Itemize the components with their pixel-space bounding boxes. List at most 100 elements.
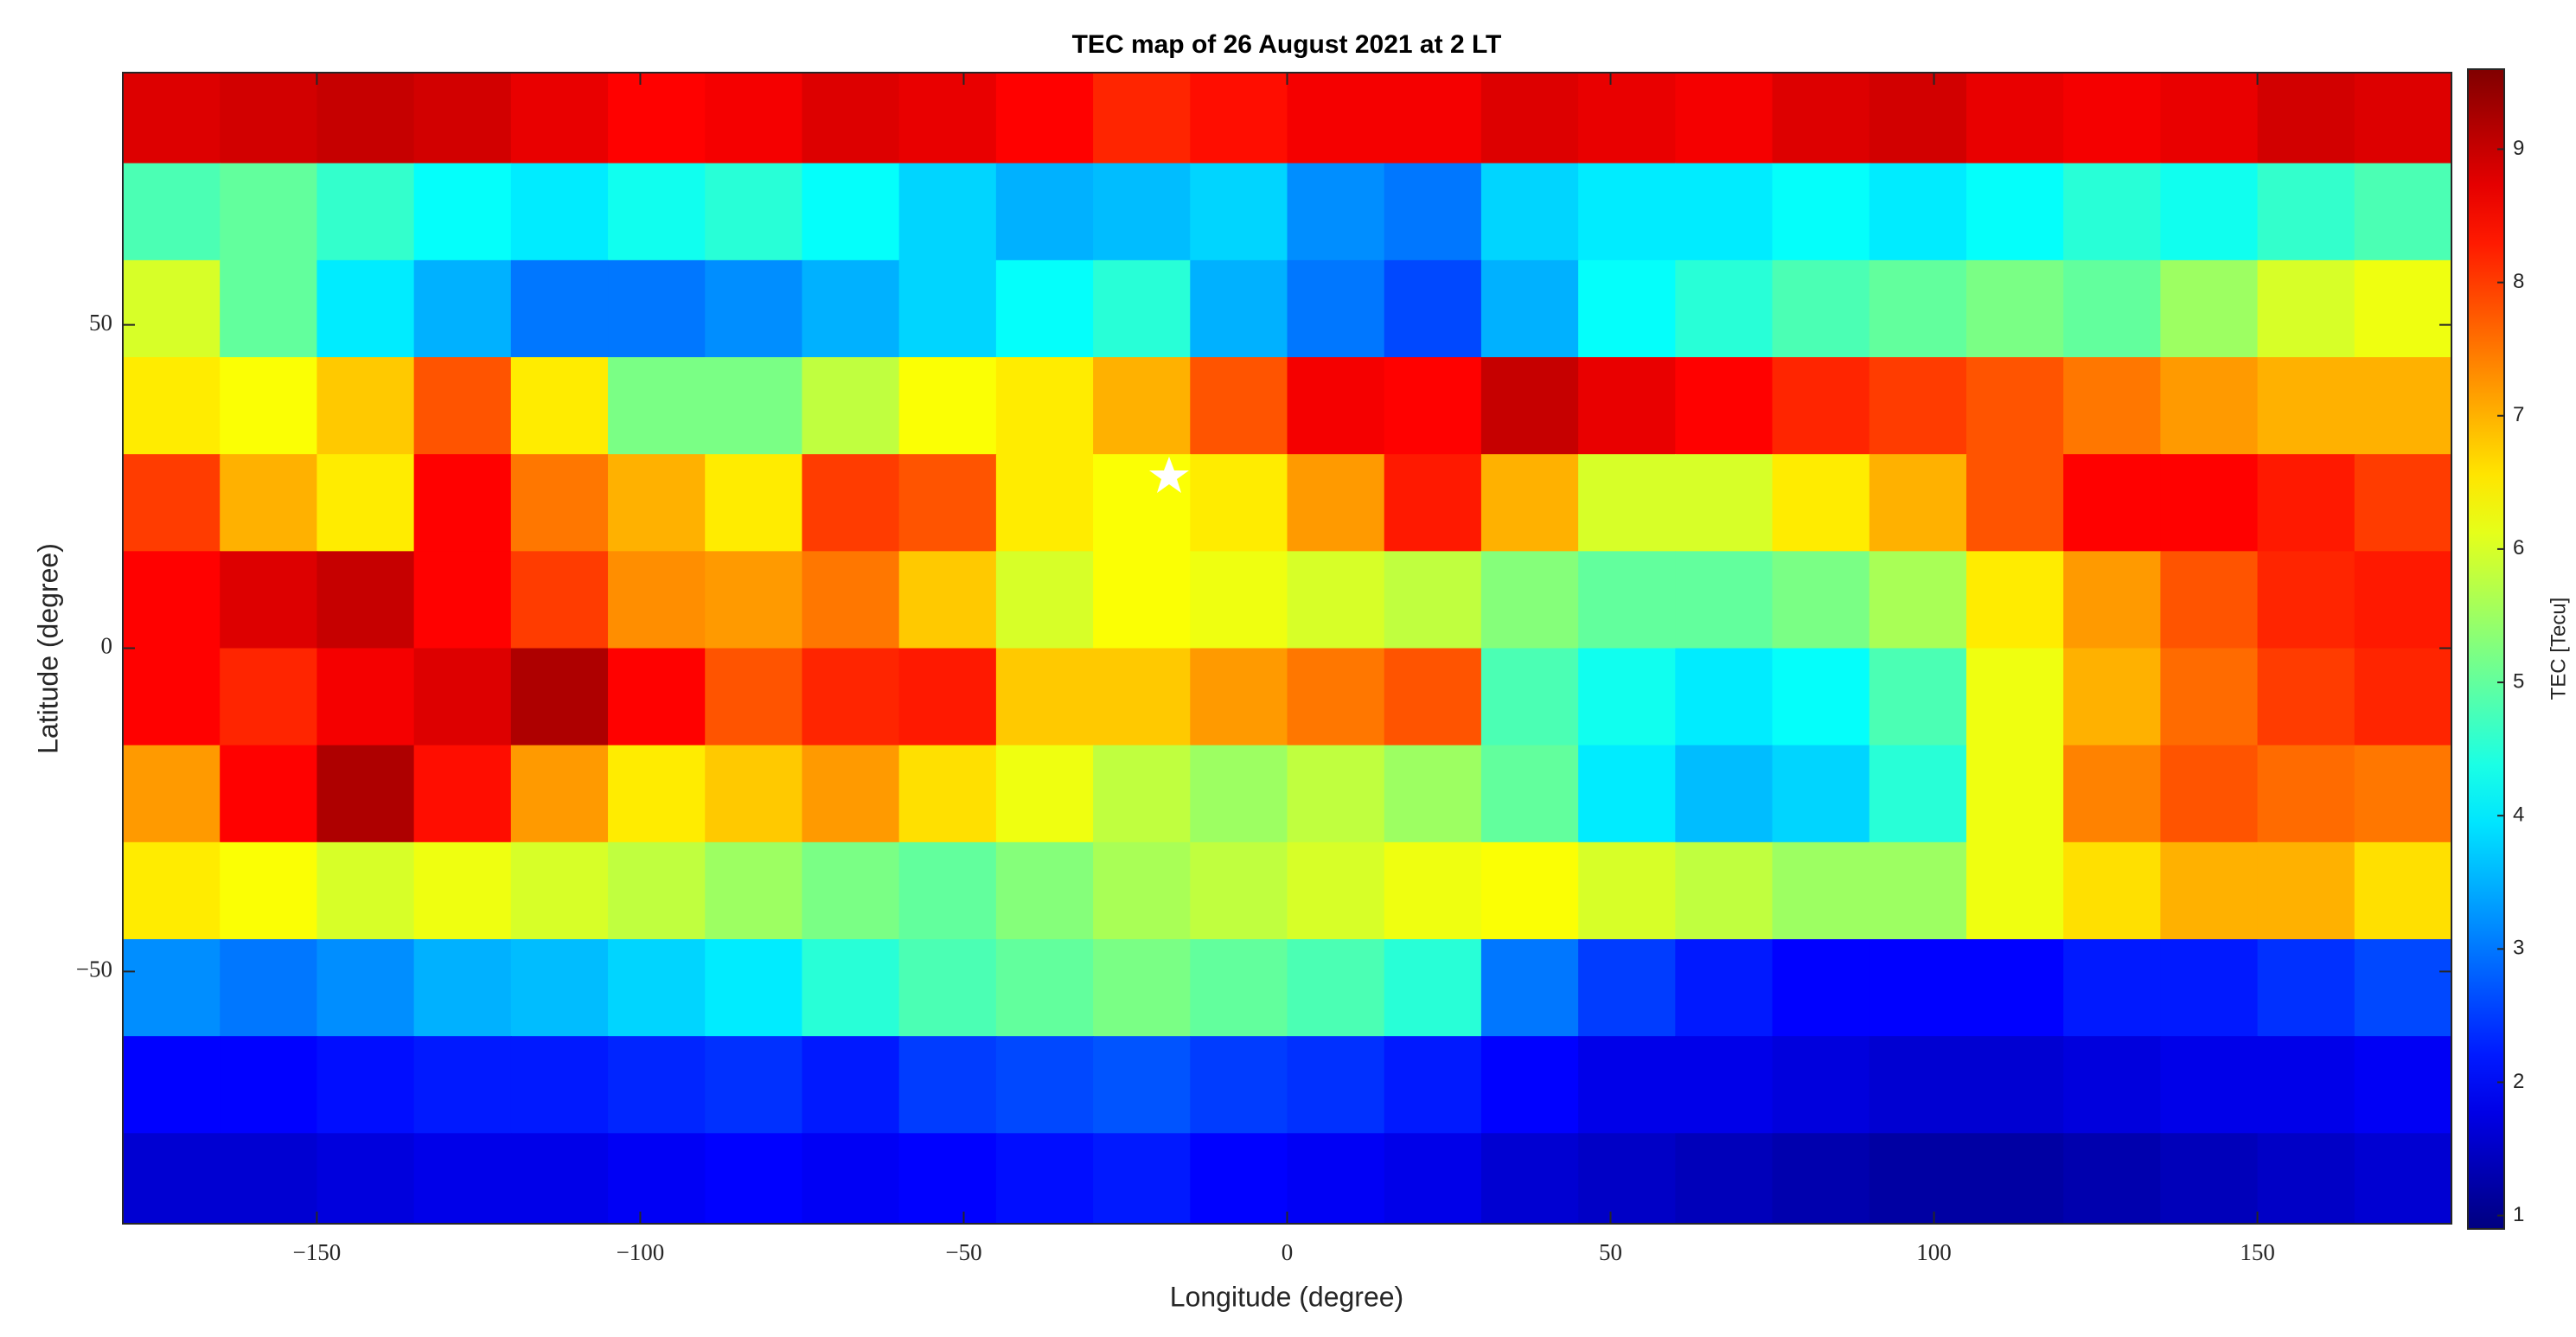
- heatmap-cell: [1675, 745, 1774, 843]
- heatmap-cell: [316, 1133, 415, 1224]
- heatmap-cell: [2354, 551, 2451, 649]
- heatmap-cell: [316, 163, 415, 261]
- heatmap-cell: [802, 841, 900, 940]
- heatmap-cell: [2160, 163, 2259, 261]
- heatmap-cell: [995, 259, 1094, 358]
- heatmap-cell: [1772, 841, 1870, 940]
- heatmap-cell: [608, 73, 706, 164]
- heatmap-cell: [705, 551, 803, 649]
- heatmap-cell: [1093, 1133, 1192, 1224]
- heatmap-cell: [220, 648, 318, 746]
- heatmap-cell: [1772, 163, 1870, 261]
- heatmap-cell: [1384, 73, 1482, 164]
- heatmap-cell: [2063, 73, 2162, 164]
- heatmap-cell: [1772, 73, 1870, 164]
- colorbar-tick-label: 1: [2513, 1203, 2524, 1226]
- heatmap-cell: [123, 73, 221, 164]
- heatmap-cell: [1093, 551, 1192, 649]
- heatmap-cell: [220, 745, 318, 843]
- heatmap-cell: [1675, 454, 1774, 553]
- colorbar-tick-label: 3: [2513, 937, 2524, 960]
- heatmap-cell: [1578, 1036, 1677, 1135]
- heatmap-cell: [802, 357, 900, 455]
- heatmap-cell: [608, 357, 706, 455]
- heatmap-cell: [1093, 841, 1192, 940]
- heatmap-cell: [1384, 454, 1482, 553]
- heatmap-cell: [898, 454, 997, 553]
- heatmap-cell: [2354, 841, 2451, 940]
- heatmap-cell: [2257, 1036, 2355, 1135]
- heatmap-cell: [1869, 454, 1967, 553]
- heatmap-cell: [1772, 259, 1870, 358]
- heatmap-cell: [1966, 841, 2064, 940]
- heatmap-cell: [1480, 1036, 1579, 1135]
- heatmap-cell: [1480, 551, 1579, 649]
- heatmap-cell: [1480, 745, 1579, 843]
- colorbar: [2467, 68, 2505, 1230]
- heatmap-cell: [123, 1036, 221, 1135]
- heatmap-cell: [1578, 259, 1677, 358]
- heatmap-cell: [220, 841, 318, 940]
- heatmap-cell: [2257, 938, 2355, 1037]
- heatmap-cell: [413, 938, 512, 1037]
- heatmap-cell: [898, 1036, 997, 1135]
- heatmap-cell: [413, 454, 512, 553]
- heatmap-cell: [1480, 73, 1579, 164]
- heatmap-cell: [2257, 163, 2355, 261]
- heatmap-cell: [1190, 454, 1288, 553]
- heatmap-cell: [2257, 259, 2355, 358]
- heatmap-cell: [995, 551, 1094, 649]
- heatmap-cell: [608, 1133, 706, 1224]
- heatmap-cell: [413, 745, 512, 843]
- heatmap-cell: [2063, 938, 2162, 1037]
- heatmap-cell: [123, 648, 221, 746]
- heatmap-cell: [123, 841, 221, 940]
- heatmap-cell: [123, 745, 221, 843]
- colorbar-tick-label: 6: [2513, 536, 2524, 560]
- heatmap-cell: [608, 551, 706, 649]
- heatmap-cell: [1966, 357, 2064, 455]
- heatmap-cell: [898, 357, 997, 455]
- heatmap-cell: [1384, 648, 1482, 746]
- heatmap-cell: [316, 357, 415, 455]
- heatmap-cell: [510, 73, 609, 164]
- heatmap-cell: [510, 1133, 609, 1224]
- heatmap-cell: [2257, 454, 2355, 553]
- heatmap-cell: [2354, 938, 2451, 1037]
- heatmap-cell: [898, 259, 997, 358]
- heatmap-cell: [413, 357, 512, 455]
- heatmap-cell: [608, 938, 706, 1037]
- heatmap-cell: [802, 73, 900, 164]
- heatmap-cell: [1093, 454, 1192, 553]
- heatmap-cell: [413, 163, 512, 261]
- heatmap-cell: [608, 841, 706, 940]
- heatmap-cell: [413, 648, 512, 746]
- heatmap-cell: [1578, 745, 1677, 843]
- star-marker: [1149, 457, 1189, 493]
- heatmap-cell: [2063, 648, 2162, 746]
- heatmap-cell: [802, 1036, 900, 1135]
- heatmap-cell: [2160, 1036, 2259, 1135]
- heatmap-cell: [1480, 841, 1579, 940]
- heatmap-cell: [1093, 648, 1192, 746]
- heatmap-cell: [220, 454, 318, 553]
- heatmap-cell: [510, 357, 609, 455]
- heatmap-cell: [1384, 938, 1482, 1037]
- heatmap-cell: [898, 1133, 997, 1224]
- heatmap-cell: [1287, 1036, 1385, 1135]
- heatmap-cell: [316, 551, 415, 649]
- heatmap-cell: [995, 938, 1094, 1037]
- heatmap-cell: [510, 841, 609, 940]
- heatmap-cell: [1287, 648, 1385, 746]
- heatmap-cell: [2063, 454, 2162, 553]
- heatmap-cell: [2160, 1133, 2259, 1224]
- heatmap-cell: [2354, 259, 2451, 358]
- heatmap-cell: [1190, 745, 1288, 843]
- heatmap-cell: [1772, 745, 1870, 843]
- heatmap-cell: [995, 745, 1094, 843]
- y-tick-label: 50: [89, 310, 112, 336]
- heatmap-cell: [995, 73, 1094, 164]
- heatmap-cell: [1190, 648, 1288, 746]
- heatmap-cell: [510, 745, 609, 843]
- heatmap-cell: [1966, 73, 2064, 164]
